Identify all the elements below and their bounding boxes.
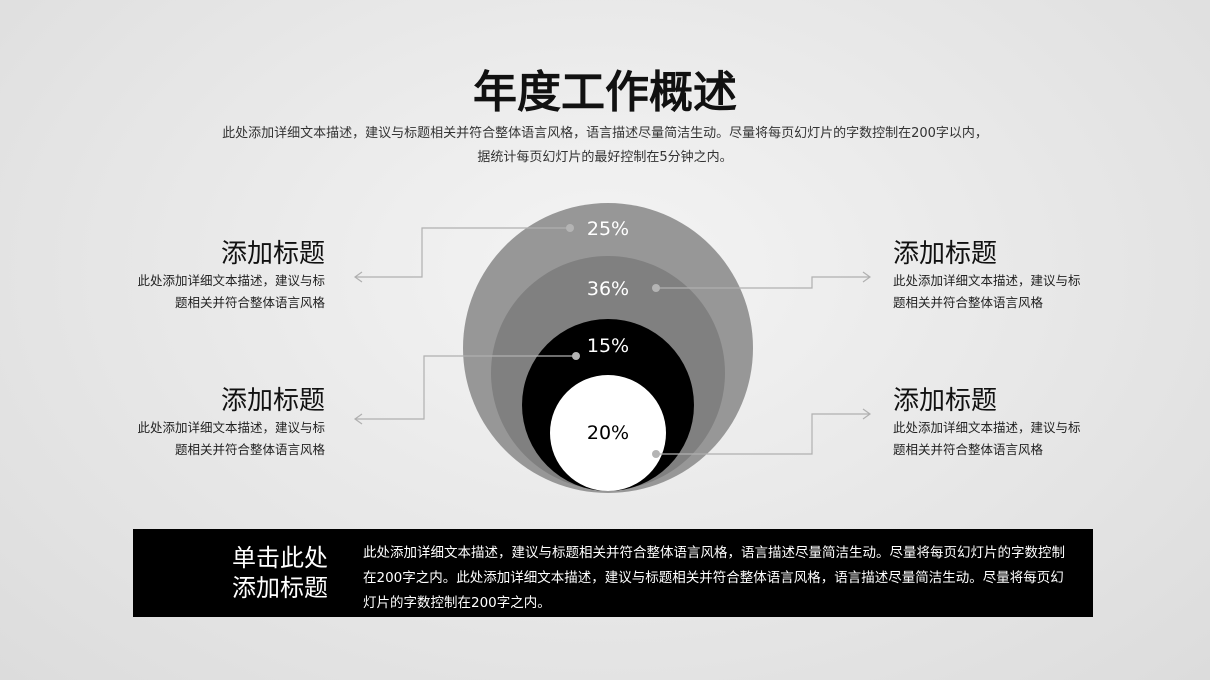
circle-label: 15%	[587, 335, 629, 357]
item-block-bottom-left: 添加标题 此处添加详细文本描述，建议与标 题相关并符合整体语言风格	[95, 385, 325, 461]
arrow-head-icon	[353, 413, 363, 425]
connector-dot	[652, 450, 660, 458]
subtitle-line: 此处添加详细文本描述，建议与标题相关并符合整体语言风格，语言描述尽量简洁生动。尽…	[222, 126, 988, 141]
connector-line	[355, 355, 576, 420]
subtitle-line: 据统计每页幻灯片的最好控制在5分钟之内。	[477, 150, 733, 165]
footer-title: 单击此处 添加标题	[193, 543, 328, 603]
item-text: 题相关并符合整体语言风格	[174, 295, 325, 310]
circle-label: 25%	[587, 218, 629, 240]
connector-dot	[566, 224, 574, 232]
footer-banner: 单击此处 添加标题 此处添加详细文本描述，建议与标题相关并符合整体语言风格，语言…	[133, 529, 1093, 617]
footer-title-line: 单击此处	[232, 544, 328, 572]
item-title: 添加标题	[220, 239, 325, 269]
item-text: 此处添加详细文本描述，建议与标	[893, 420, 1081, 435]
item-title: 添加标题	[220, 386, 325, 416]
connector-dot	[572, 352, 580, 360]
page-subtitle: 此处添加详细文本描述，建议与标题相关并符合整体语言风格，语言描述尽量简洁生动。尽…	[100, 122, 1110, 170]
circle-inner	[550, 375, 666, 491]
page-title: 年度工作概述	[473, 67, 737, 118]
item-text: 此处添加详细文本描述，建议与标	[137, 420, 325, 435]
arrow-head-icon	[353, 271, 363, 283]
item-text: 题相关并符合整体语言风格	[893, 442, 1044, 457]
item-text: 此处添加详细文本描述，建议与标	[137, 273, 325, 288]
circle-label: 20%	[587, 422, 629, 444]
connector-line	[656, 276, 870, 289]
connector-line	[355, 227, 570, 278]
item-text: 题相关并符合整体语言风格	[893, 295, 1044, 310]
item-block-bottom-right: 添加标题 此处添加详细文本描述，建议与标 题相关并符合整体语言风格	[893, 385, 1123, 461]
item-block-top-right: 添加标题 此处添加详细文本描述，建议与标 题相关并符合整体语言风格	[893, 238, 1123, 314]
item-block-top-left: 添加标题 此处添加详细文本描述，建议与标 题相关并符合整体语言风格	[95, 238, 325, 314]
item-text: 此处添加详细文本描述，建议与标	[893, 273, 1081, 288]
connector-dot	[652, 284, 660, 292]
footer-title-line: 添加标题	[232, 574, 328, 602]
circle-label: 36%	[587, 278, 629, 300]
item-text: 题相关并符合整体语言风格	[174, 442, 325, 457]
arrow-head-icon	[862, 271, 872, 283]
arrow-head-icon	[862, 408, 872, 420]
item-title: 添加标题	[893, 239, 998, 269]
item-title: 添加标题	[893, 386, 998, 416]
footer-text: 此处添加详细文本描述，建议与标题相关并符合整体语言风格，语言描述尽量简洁生动。尽…	[363, 545, 1065, 611]
connector-line	[656, 413, 870, 455]
